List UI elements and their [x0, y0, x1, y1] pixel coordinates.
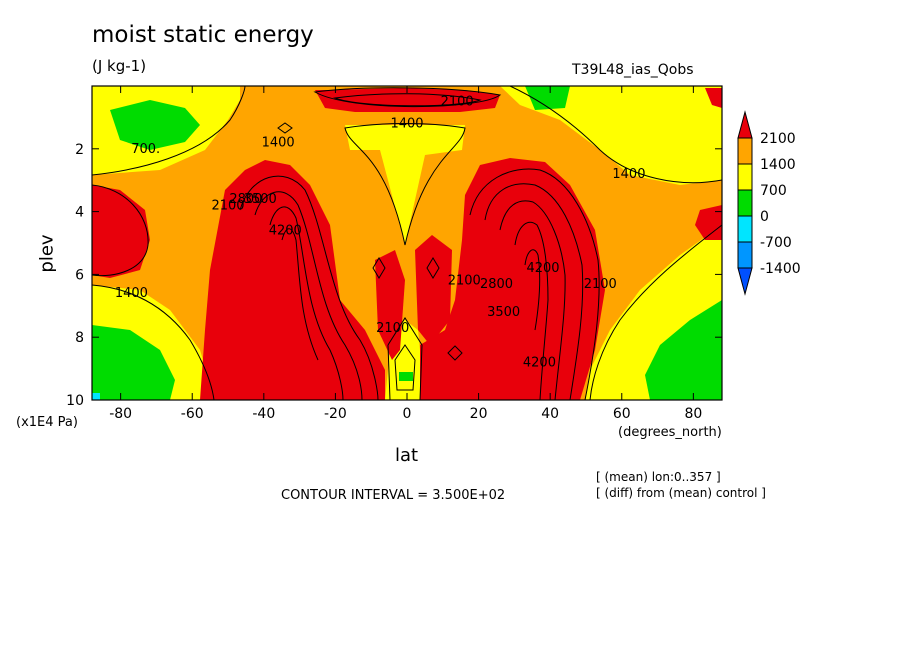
colorbar-swatch — [737, 137, 753, 165]
contour-label: 1400 — [262, 136, 295, 151]
green-region-nh-top — [525, 86, 570, 110]
cyan-region-sh-corner — [92, 393, 100, 400]
contour-label: 2100 — [211, 198, 244, 213]
colorbar-label: -700 — [760, 235, 792, 251]
contour-line-nh-lower — [589, 224, 722, 400]
red-region-sh-inner — [375, 250, 405, 360]
y-tick-label: 2 — [75, 142, 84, 158]
contour-label: 700. — [131, 142, 160, 157]
green-region-nh-lower — [645, 300, 722, 400]
contour-line-nh-2 — [484, 183, 584, 400]
contour-line-nh-4 — [514, 221, 549, 400]
diamond-nh-lower — [447, 345, 463, 361]
colorbar: 2100 1400 700 0 -700 -1400 — [737, 110, 801, 296]
x-tick-label: 80 — [684, 406, 702, 422]
y-axis-units: (x1E4 Pa) — [16, 415, 78, 430]
colorbar-swatch — [737, 189, 753, 217]
contour-line-nh-5 — [524, 249, 541, 331]
contour-line-eq-1 — [387, 317, 423, 400]
red-region-nh-top — [705, 88, 722, 108]
contour-label: 2100 — [376, 321, 409, 336]
red-region-sh-core — [200, 160, 385, 400]
chart-units: (J kg-1) — [92, 57, 147, 75]
contour-line-nh-3 — [499, 200, 566, 400]
green-region-equator — [399, 372, 413, 381]
diamond-sh-upper — [277, 122, 293, 134]
red-region-top — [315, 88, 500, 112]
colorbar-swatch — [737, 241, 753, 269]
contour-label: 2100 — [584, 277, 617, 292]
colorbar-bottom-arrow — [737, 267, 753, 296]
colorbar-swatch — [737, 163, 753, 191]
contour-interval: CONTOUR INTERVAL = 3.500E+02 — [281, 488, 506, 503]
green-region-sh-upper — [110, 100, 200, 150]
x-axis-units: (degrees_north) — [618, 425, 722, 440]
tick-marks — [92, 86, 722, 401]
contour-line-center — [344, 123, 466, 246]
y-tick-label: 4 — [75, 205, 84, 221]
contour-label: 2800 — [229, 192, 262, 207]
x-axis-label: lat — [395, 445, 419, 466]
colorbar-label: 0 — [760, 209, 769, 225]
yellow-region-nh-upper — [500, 86, 722, 185]
y-tick-label: 8 — [75, 330, 84, 346]
x-tick-label: 60 — [613, 406, 631, 422]
contour-label: 4200 — [269, 223, 302, 238]
colorbar-label: -1400 — [760, 261, 801, 277]
contour-line-sh-1 — [239, 175, 379, 400]
yellow-region-center-top — [345, 125, 465, 245]
x-tick-label: 20 — [470, 406, 488, 422]
contour-label: 2800 — [480, 277, 513, 292]
contour-label: 4200 — [526, 261, 559, 276]
red-region-nh-edge — [695, 205, 722, 240]
diamond-nh-mid — [426, 257, 440, 279]
contour-line-sh-4 — [281, 228, 319, 361]
mean-note: [ (mean) lon:0..357 ] — [596, 470, 721, 484]
contour-label: 2100 — [448, 274, 481, 289]
x-tick-label: -60 — [181, 406, 204, 422]
y-tick-label: 6 — [75, 267, 84, 283]
colorbar-label: 700 — [760, 183, 787, 199]
contour-label: 1400 — [612, 167, 645, 182]
contour-lines — [92, 86, 722, 400]
x-tick-label: -40 — [252, 406, 275, 422]
contour-line-top-2 — [333, 93, 482, 107]
run-name: T39L48_ias_Qobs — [572, 62, 694, 78]
x-tick-label: 40 — [541, 406, 559, 422]
contour-label: 2100 — [441, 95, 474, 110]
contour-line-upper — [92, 86, 246, 176]
colorbar-label: 2100 — [760, 131, 796, 147]
x-tick-label: -80 — [109, 406, 132, 422]
contour-line-sh-lower — [92, 284, 215, 400]
contour-label: 1400 — [390, 117, 423, 132]
chart-title: moist static energy — [92, 22, 314, 48]
diff-note: [ (diff) from (mean) control ] — [596, 486, 766, 500]
colorbar-label: 1400 — [760, 157, 796, 173]
plot-area — [92, 86, 722, 400]
contour-line-sh-3 — [269, 206, 344, 400]
contour-line-sh-edge — [92, 184, 149, 277]
colorbar-swatch — [737, 215, 753, 243]
red-region-nh-inner — [415, 235, 452, 345]
diamond-sh-mid — [372, 257, 386, 279]
x-tick-label: 0 — [403, 406, 412, 422]
contour-line-sh-2 — [254, 191, 363, 400]
tick-labels: -80 -60 -40 -20 0 20 40 60 80 2 4 6 8 10 — [66, 142, 702, 422]
x-tick-label: -20 — [324, 406, 347, 422]
red-region-nh-core — [420, 158, 605, 400]
contour-label: 3500 — [487, 305, 520, 320]
y-tick-label: 10 — [66, 393, 84, 409]
contour-line-eq-2 — [394, 344, 416, 391]
contour-line-nh-upper — [509, 86, 722, 184]
colorbar-top-arrow — [737, 110, 753, 139]
contour-label: 1400 — [115, 286, 148, 301]
green-region-sh-lower — [92, 325, 175, 400]
contour-label: 3500 — [244, 192, 277, 207]
contour-label: 4200 — [523, 355, 556, 370]
contour-line-nh-1 — [469, 168, 600, 400]
